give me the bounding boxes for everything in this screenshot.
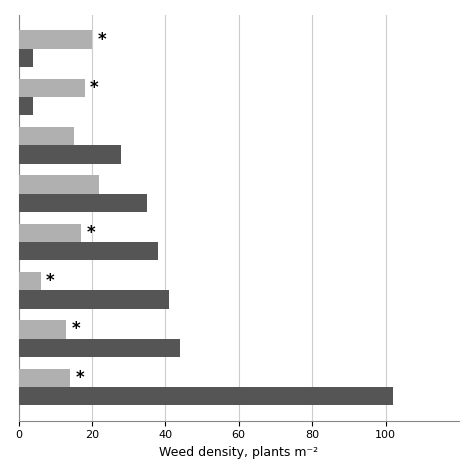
Bar [18,290,169,309]
Bar [18,387,393,405]
Bar [18,146,121,164]
Bar [18,30,92,49]
Bar [18,194,147,212]
X-axis label: Weed density, plants m⁻²: Weed density, plants m⁻² [159,446,319,459]
Text: *: * [90,79,99,97]
Bar [18,49,33,67]
Text: *: * [98,31,106,49]
Text: *: * [86,224,95,242]
Bar [18,320,66,338]
Text: *: * [46,272,55,290]
Bar [18,369,70,387]
Bar [18,175,99,194]
Bar [18,272,40,290]
Bar [18,79,84,97]
Bar [18,127,73,146]
Text: *: * [75,369,84,387]
Bar [18,97,33,116]
Bar [18,224,81,242]
Bar [18,242,158,260]
Bar [18,338,180,357]
Text: *: * [72,320,81,338]
